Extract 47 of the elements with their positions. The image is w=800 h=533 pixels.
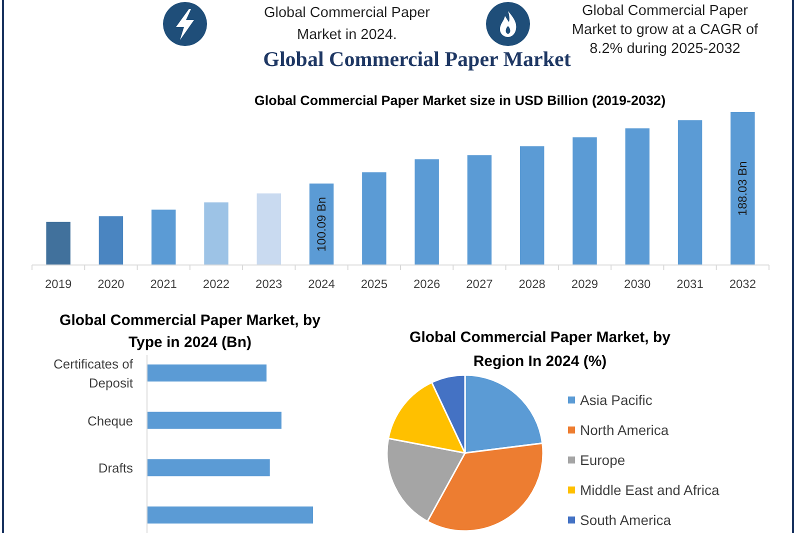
x-tick-label: 2019 — [44, 277, 72, 291]
bar — [147, 459, 270, 476]
x-tick-label: 2025 — [360, 277, 388, 291]
text: Global Commercial Paper Market — [263, 47, 571, 71]
x-tick-label: 2024 — [308, 277, 336, 291]
legend-label: Europe — [580, 452, 626, 468]
text: Global Commercial Paper Market to grow at a CAGR of 8.2% during 2025-2032 — [572, 3, 760, 57]
x-tick-label: 2027 — [466, 277, 494, 291]
bar — [625, 128, 650, 265]
legend-label: Middle East and Africa — [580, 482, 720, 498]
bar — [362, 172, 386, 265]
x-tick-label: 2030 — [624, 277, 652, 291]
x-tick-label: 2022 — [202, 277, 230, 291]
chart-title: Global Commercial Paper Market, by Region In 2024 (%) — [410, 329, 672, 370]
legend-label: South America — [580, 512, 672, 528]
text: Global Commercial Paper Market in 2024. — [264, 5, 430, 43]
bar — [678, 120, 702, 265]
legend-label: North America — [580, 422, 669, 438]
bar — [147, 412, 282, 429]
bar — [98, 216, 124, 265]
bar — [256, 193, 281, 265]
bar — [572, 137, 597, 265]
x-tick-label: 2021 — [150, 277, 178, 291]
x-tick-label: 2032 — [729, 277, 756, 291]
x-tick-label: 2023 — [256, 277, 283, 291]
bar — [147, 506, 313, 524]
chart-title: Global Commercial Paper Market size in USD Billion (2019-2032) — [254, 93, 666, 108]
y-tick-label: Cheque — [87, 412, 133, 428]
chart-title: Global Commercial Paper Market, by Type in 2024 (Bn) — [60, 312, 322, 351]
bar — [414, 159, 439, 265]
y-tick-label: Certificates of Deposit — [54, 356, 134, 390]
bar — [147, 364, 267, 382]
y-tick-label: Drafts — [98, 460, 134, 476]
x-tick-label: 2026 — [413, 277, 440, 291]
bar — [520, 146, 544, 265]
bar — [46, 222, 70, 265]
bar — [152, 210, 176, 265]
data-label: 188.03 Bn — [736, 161, 750, 216]
x-tick-label: 2028 — [518, 277, 546, 291]
bar — [730, 112, 755, 265]
x-tick-label: 2029 — [571, 277, 598, 291]
legend-label: Asia Pacific — [580, 392, 652, 408]
x-tick-label: 2020 — [98, 277, 125, 291]
data-label: 100.09 Bn — [314, 196, 329, 252]
x-tick-label: 2031 — [676, 277, 704, 291]
bar — [204, 202, 228, 265]
bar — [467, 155, 492, 265]
